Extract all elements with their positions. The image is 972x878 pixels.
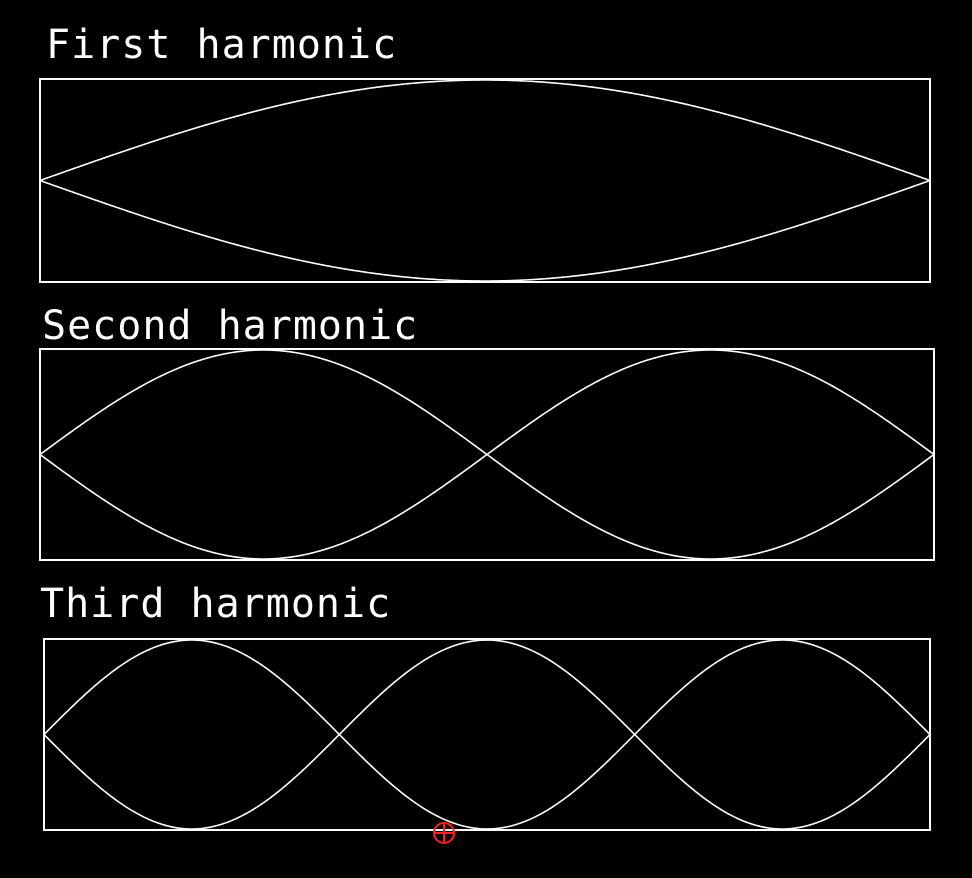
- standing-wave-lower: [43, 639, 931, 830]
- panel-first-harmonic: First harmonic: [39, 22, 931, 283]
- panel-third-harmonic: Third harmonic: [40, 581, 931, 831]
- panel-title: Second harmonic: [42, 303, 418, 349]
- standing-wave-upper: [39, 79, 931, 182]
- standing-wave-upper: [43, 639, 931, 830]
- panel-title: First harmonic: [46, 22, 397, 68]
- standing-wave-lower: [39, 349, 935, 560]
- panel-frame: [39, 78, 931, 283]
- standing-wave-lower: [39, 179, 931, 282]
- panel-frame: [43, 638, 931, 831]
- crosshair-circle-icon[interactable]: [433, 822, 455, 844]
- panel-second-harmonic: Second harmonic: [39, 303, 935, 561]
- panel-title: Third harmonic: [40, 581, 391, 627]
